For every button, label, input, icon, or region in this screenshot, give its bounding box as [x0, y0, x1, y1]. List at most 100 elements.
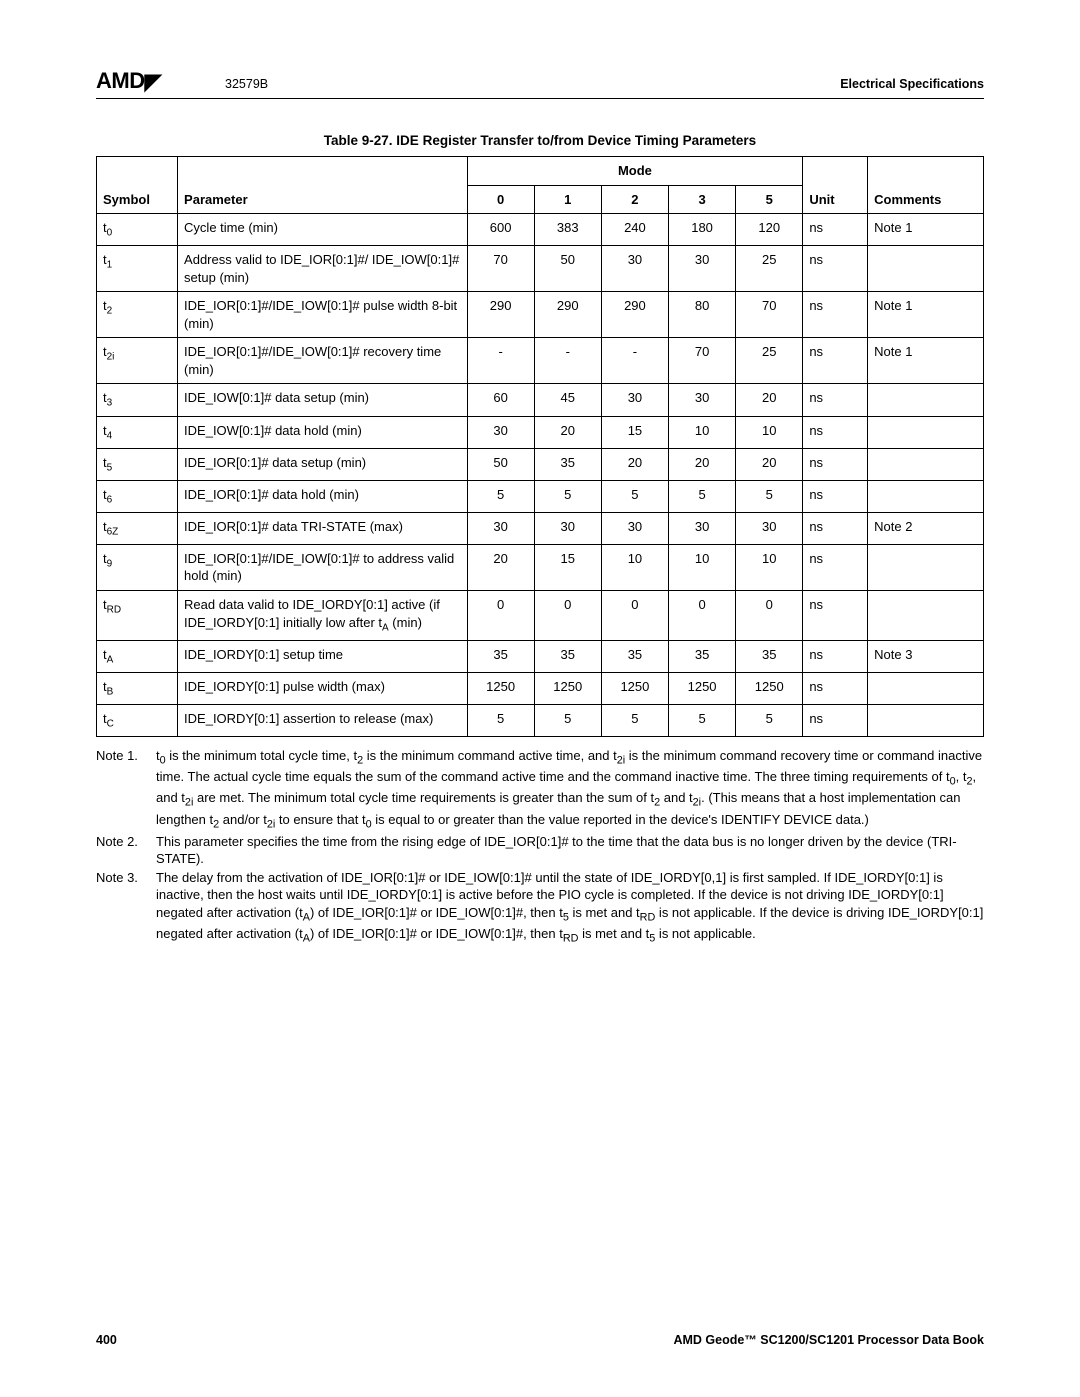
note-row: Note 1.t0 is the minimum total cycle tim…: [96, 747, 984, 832]
table-row: t2iIDE_IOR[0:1]#/IDE_IOW[0:1]# recovery …: [97, 338, 984, 384]
cell-value: 10: [669, 416, 736, 448]
cell-unit: ns: [803, 544, 868, 590]
cell-value: 50: [467, 448, 534, 480]
col-mode: Mode: [467, 157, 803, 186]
cell-comment: [868, 672, 984, 704]
cell-unit: ns: [803, 704, 868, 736]
cell-parameter: IDE_IOR[0:1]#/IDE_IOW[0:1]# to address v…: [178, 544, 467, 590]
cell-unit: ns: [803, 591, 868, 641]
cell-comment: [868, 448, 984, 480]
cell-value: 1250: [601, 672, 668, 704]
cell-value: 5: [669, 704, 736, 736]
cell-value: 0: [669, 591, 736, 641]
cell-value: 20: [467, 544, 534, 590]
cell-value: -: [534, 338, 601, 384]
cell-value: 30: [736, 512, 803, 544]
cell-parameter: IDE_IOR[0:1]# data setup (min): [178, 448, 467, 480]
cell-parameter: IDE_IORDY[0:1] pulse width (max): [178, 672, 467, 704]
cell-value: 25: [736, 338, 803, 384]
note-text: t0 is the minimum total cycle time, t2 i…: [156, 747, 984, 832]
cell-value: 20: [736, 384, 803, 416]
cell-parameter: IDE_IOR[0:1]#/IDE_IOW[0:1]# pulse width …: [178, 292, 467, 338]
cell-comment: Note 3: [868, 640, 984, 672]
cell-value: 5: [601, 480, 668, 512]
cell-symbol: t9: [97, 544, 178, 590]
cell-comment: Note 1: [868, 292, 984, 338]
table-notes: Note 1.t0 is the minimum total cycle tim…: [96, 747, 984, 947]
cell-value: 35: [534, 448, 601, 480]
cell-value: 35: [669, 640, 736, 672]
cell-value: 20: [736, 448, 803, 480]
cell-value: 1250: [534, 672, 601, 704]
cell-comment: [868, 704, 984, 736]
book-title: AMD Geode™ SC1200/SC1201 Processor Data …: [673, 1333, 984, 1347]
cell-symbol: t1: [97, 246, 178, 292]
cell-parameter: Cycle time (min): [178, 214, 467, 246]
col-mode-5: 5: [736, 185, 803, 214]
cell-unit: ns: [803, 292, 868, 338]
cell-value: 5: [534, 704, 601, 736]
note-label: Note 1.: [96, 747, 156, 832]
cell-value: 80: [669, 292, 736, 338]
table-row: t0Cycle time (min)600383240180120nsNote …: [97, 214, 984, 246]
cell-value: 5: [467, 480, 534, 512]
table-row: t6IDE_IOR[0:1]# data hold (min)55555ns: [97, 480, 984, 512]
cell-symbol: t3: [97, 384, 178, 416]
cell-symbol: t6: [97, 480, 178, 512]
cell-comment: [868, 416, 984, 448]
table-row: tCIDE_IORDY[0:1] assertion to release (m…: [97, 704, 984, 736]
col-mode-2: 2: [601, 185, 668, 214]
col-symbol: Symbol: [97, 157, 178, 214]
cell-unit: ns: [803, 338, 868, 384]
cell-unit: ns: [803, 246, 868, 292]
table-row: tBIDE_IORDY[0:1] pulse width (max)125012…: [97, 672, 984, 704]
note-text: This parameter specifies the time from t…: [156, 833, 984, 868]
cell-value: 5: [534, 480, 601, 512]
table-caption: Table 9-27. IDE Register Transfer to/fro…: [96, 133, 984, 148]
cell-comment: Note 2: [868, 512, 984, 544]
cell-value: 120: [736, 214, 803, 246]
cell-comment: [868, 480, 984, 512]
cell-value: 30: [534, 512, 601, 544]
col-unit: Unit: [803, 157, 868, 214]
cell-value: 70: [669, 338, 736, 384]
col-comments: Comments: [868, 157, 984, 214]
cell-value: 383: [534, 214, 601, 246]
cell-symbol: tRD: [97, 591, 178, 641]
cell-value: 35: [601, 640, 668, 672]
cell-value: 1250: [467, 672, 534, 704]
cell-value: 70: [736, 292, 803, 338]
cell-unit: ns: [803, 416, 868, 448]
cell-value: 5: [669, 480, 736, 512]
cell-value: 45: [534, 384, 601, 416]
cell-unit: ns: [803, 672, 868, 704]
cell-symbol: t4: [97, 416, 178, 448]
cell-symbol: t0: [97, 214, 178, 246]
cell-parameter: Read data valid to IDE_IORDY[0:1] active…: [178, 591, 467, 641]
cell-value: 5: [467, 704, 534, 736]
cell-symbol: tB: [97, 672, 178, 704]
cell-parameter: IDE_IOR[0:1]#/IDE_IOW[0:1]# recovery tim…: [178, 338, 467, 384]
cell-value: 30: [601, 246, 668, 292]
cell-symbol: t5: [97, 448, 178, 480]
cell-value: 35: [534, 640, 601, 672]
cell-value: 50: [534, 246, 601, 292]
col-mode-0: 0: [467, 185, 534, 214]
cell-value: 30: [467, 512, 534, 544]
cell-value: 30: [669, 246, 736, 292]
cell-symbol: tA: [97, 640, 178, 672]
cell-value: 10: [736, 416, 803, 448]
note-row: Note 3.The delay from the activation of …: [96, 869, 984, 947]
table-row: tRDRead data valid to IDE_IORDY[0:1] act…: [97, 591, 984, 641]
cell-value: 0: [601, 591, 668, 641]
cell-value: 290: [534, 292, 601, 338]
note-text: The delay from the activation of IDE_IOR…: [156, 869, 984, 947]
col-mode-1: 1: [534, 185, 601, 214]
cell-unit: ns: [803, 448, 868, 480]
cell-parameter: Address valid to IDE_IOR[0:1]#/ IDE_IOW[…: [178, 246, 467, 292]
doc-code: 32579B: [225, 77, 268, 91]
cell-value: 1250: [669, 672, 736, 704]
cell-symbol: tC: [97, 704, 178, 736]
cell-value: 20: [534, 416, 601, 448]
cell-value: 0: [736, 591, 803, 641]
